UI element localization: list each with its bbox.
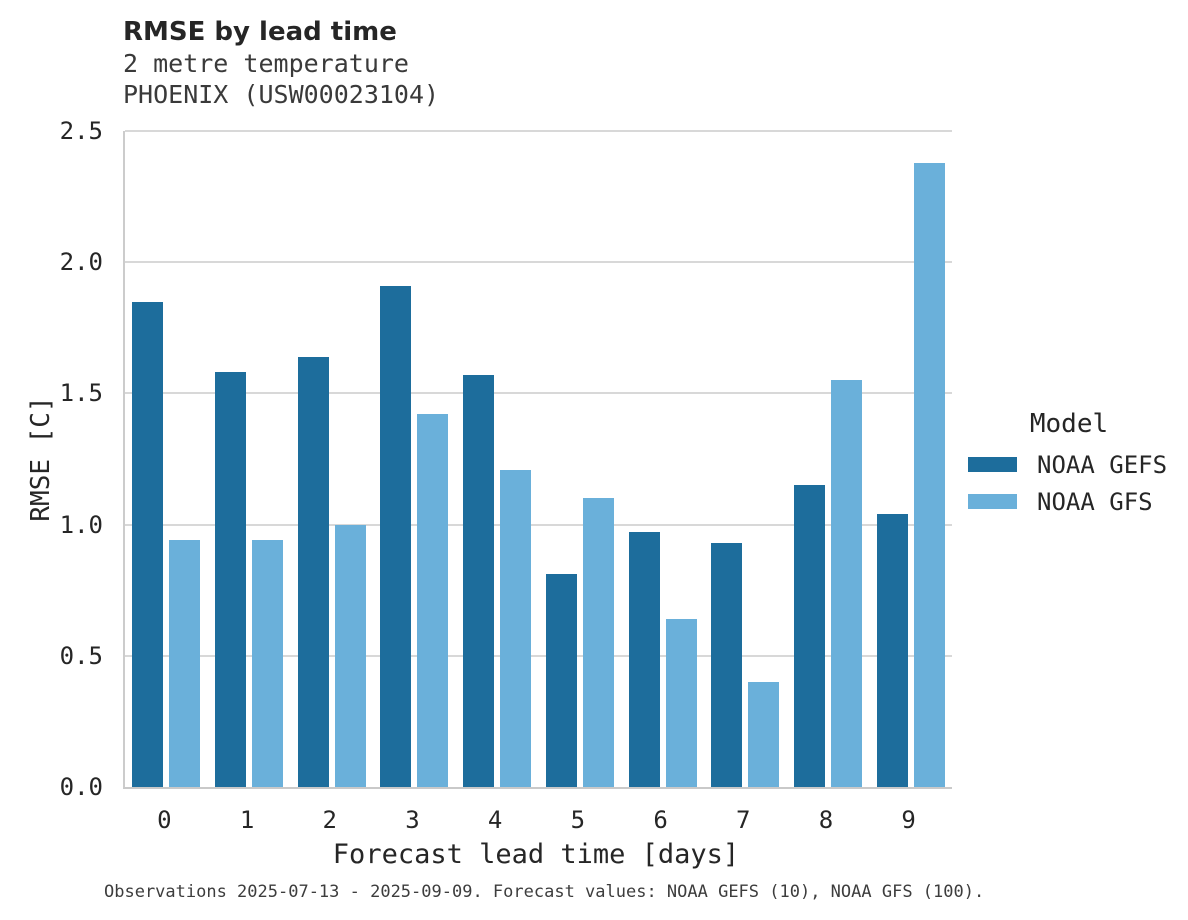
x-axis-label: Forecast lead time [days]: [332, 839, 740, 870]
bar-noaa-gefs-day-1: [215, 372, 247, 787]
y-axis-label: RMSE [C]: [26, 396, 56, 522]
x-tick-label-0: 0: [157, 806, 172, 834]
bar-noaa-gefs-day-8: [793, 485, 825, 787]
y-tick-label-0.5: 0.5: [59, 641, 103, 670]
bar-noaa-gefs-day-9: [876, 514, 908, 787]
bar-noaa-gfs-day-6: [665, 619, 697, 787]
chart-subtitle-station: PHOENIX (USW00023104): [123, 80, 440, 109]
bar-noaa-gefs-day-0: [132, 301, 164, 787]
x-tick-label-6: 6: [653, 806, 668, 834]
legend-item-noaa-gefs: NOAA GEFS: [963, 450, 1175, 479]
bar-noaa-gfs-day-0: [169, 540, 201, 787]
bar-noaa-gefs-day-4: [463, 375, 495, 787]
gridline-2.5: [125, 130, 952, 132]
gridline-1.0: [125, 523, 952, 526]
y-tick-label-1.0: 1.0: [59, 510, 103, 539]
gridline-0.5: [125, 654, 952, 657]
y-tick-label-2.0: 2.0: [59, 248, 103, 277]
x-tick-label-7: 7: [736, 806, 751, 834]
x-tick-label-4: 4: [487, 806, 503, 834]
bar-noaa-gfs-day-9: [913, 162, 945, 787]
bar-noaa-gfs-day-1: [252, 540, 284, 787]
bar-noaa-gefs-day-6: [628, 532, 660, 787]
plot-area: [123, 130, 952, 789]
footer-caption: Observations 2025-07-13 - 2025-09-09. Fo…: [104, 882, 985, 902]
x-tick-label-8: 8: [818, 806, 834, 834]
legend-label: NOAA GEFS: [1037, 450, 1168, 479]
bar-noaa-gfs-day-8: [830, 380, 862, 787]
gridline-1.5: [125, 392, 952, 395]
x-tick-label-5: 5: [570, 806, 586, 834]
bar-noaa-gfs-day-3: [417, 414, 449, 787]
title-block: RMSE by lead time 2 metre temperature PH…: [123, 16, 439, 110]
y-tick-label-2.5: 2.5: [59, 117, 103, 145]
x-tick-label-1: 1: [239, 806, 255, 834]
bar-noaa-gefs-day-3: [380, 285, 412, 787]
legend: Model NOAA GEFS NOAA GFS: [963, 409, 1175, 516]
bar-noaa-gefs-day-2: [297, 356, 329, 787]
legend-label: NOAA GFS: [1037, 487, 1153, 516]
x-tick-label-2: 2: [322, 806, 337, 834]
gridline-2.0: [125, 261, 952, 264]
bar-noaa-gefs-day-7: [711, 542, 743, 787]
chart-title: RMSE by lead time: [123, 17, 397, 47]
x-tick-label-9: 9: [901, 806, 916, 834]
bar-noaa-gfs-day-5: [582, 498, 614, 787]
chart-subtitle-variable: 2 metre temperature: [123, 49, 409, 78]
legend-items: NOAA GEFS NOAA GFS: [963, 450, 1175, 516]
bar-noaa-gfs-day-7: [748, 682, 780, 787]
bar-noaa-gefs-day-5: [545, 574, 577, 787]
x-tick-label-3: 3: [405, 806, 420, 834]
bar-noaa-gfs-day-2: [334, 524, 366, 787]
y-tick-label-1.5: 1.5: [59, 379, 103, 408]
legend-swatch-icon: [968, 494, 1017, 509]
legend-title: Model: [1029, 409, 1109, 439]
y-tick-label-0.0: 0.0: [59, 773, 103, 801]
legend-swatch-icon: [968, 457, 1017, 472]
bar-noaa-gfs-day-4: [500, 469, 532, 787]
legend-item-noaa-gfs: NOAA GFS: [963, 487, 1175, 516]
